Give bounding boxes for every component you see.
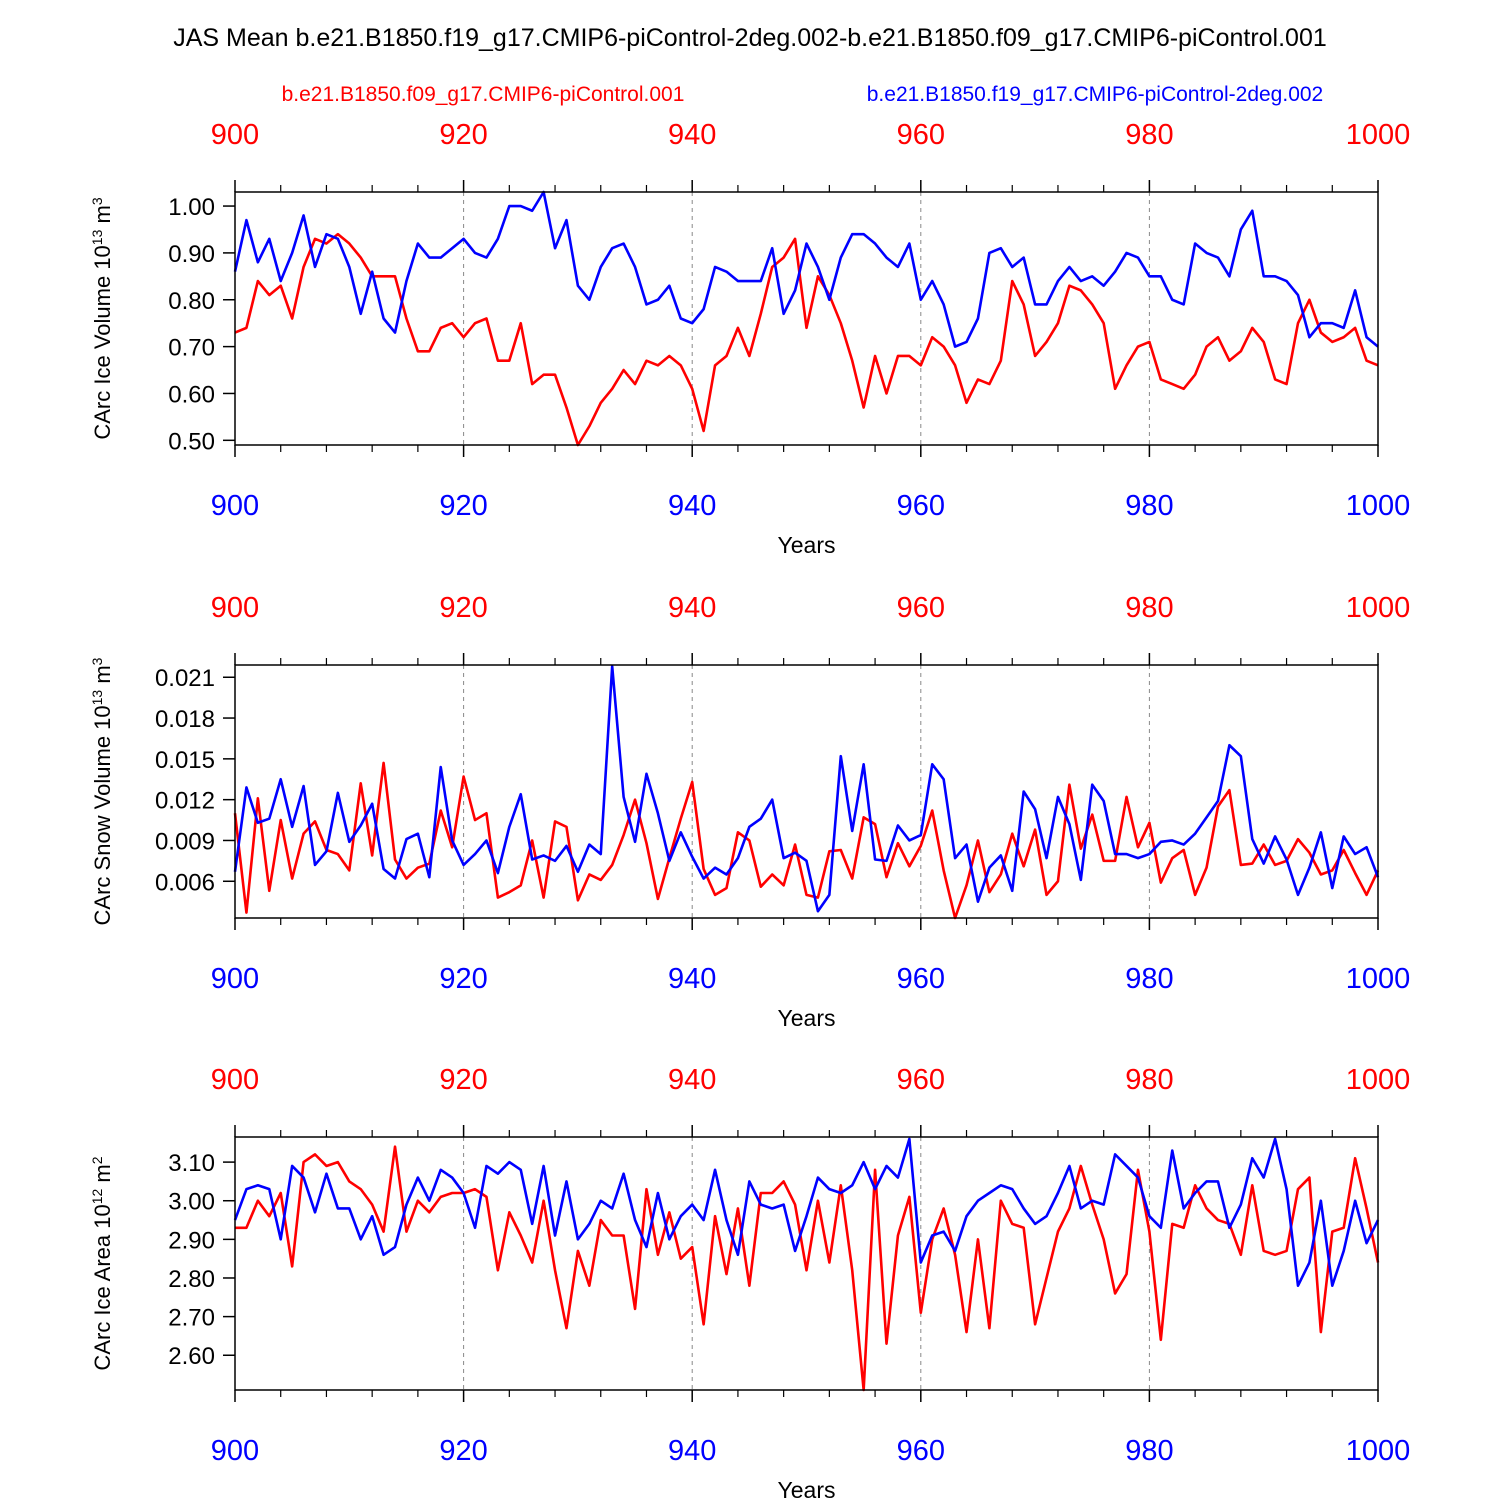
y-tick-label: 2.80	[168, 1266, 215, 1293]
x-tick-label-top: 900	[211, 592, 259, 624]
plot-frame	[234, 664, 1379, 919]
y-axis-title-superscript: 3	[89, 657, 105, 665]
y-axis-title-text: m	[90, 665, 115, 689]
x-tick-label-bottom: 940	[668, 1435, 716, 1467]
x-tick-label-top: 940	[668, 1064, 716, 1096]
x-tick-label-bottom: 920	[439, 963, 487, 995]
y-tick-label: 0.009	[155, 828, 215, 855]
x-tick-label-top: 980	[1125, 119, 1173, 151]
y-axis-title-text: m	[90, 1164, 115, 1188]
y-axis-title-superscript: 3	[89, 197, 105, 205]
x-tick-label-bottom: 920	[439, 1435, 487, 1467]
x-tick-label-bottom: 1000	[1346, 963, 1411, 995]
y-tick-label: 0.006	[155, 869, 215, 896]
x-tick-label-bottom: 960	[897, 1435, 945, 1467]
y-tick-label: 0.60	[168, 381, 215, 408]
x-tick-label-top: 900	[211, 1064, 259, 1096]
y-tick-label: 0.018	[155, 706, 215, 733]
plot-frame	[234, 1136, 1379, 1391]
y-axis-title-superscript: 12	[89, 1188, 105, 1204]
y-axis-title-text: CArc Ice Area 10	[90, 1204, 115, 1370]
panel-2: 900 900 920 920 940 940 960 960 980 980 1000 1000 0.…	[89, 592, 1410, 1031]
y-tick-label: 0.70	[168, 335, 215, 362]
x-axis-title: Years	[778, 1477, 836, 1500]
x-tick-label-bottom: 1000	[1346, 1435, 1411, 1467]
y-axis-title: CArc Ice Area 1012 m2	[89, 1156, 115, 1370]
x-tick-label-top: 960	[897, 592, 945, 624]
y-tick-label: 2.60	[168, 1343, 215, 1370]
series-line-blue	[233, 1137, 1380, 1288]
plot-frame	[234, 191, 1379, 446]
panel-3: 900 900 920 920 940 940 960 960 980 980 1000 1000 2.…	[89, 1064, 1410, 1500]
x-tick-label-top: 1000	[1346, 592, 1411, 624]
legend-blue-label: b.e21.B1850.f19_g17.CMIP6-piControl-2deg…	[867, 83, 1323, 106]
y-tick-label: 0.021	[155, 665, 215, 692]
panel-1: 900 900 920 920 940 940 960 960 980 980 1000 1000 0.…	[89, 119, 1410, 558]
x-tick-label-top: 1000	[1346, 1064, 1411, 1096]
y-tick-label: 2.70	[168, 1305, 215, 1332]
legend-red-label: b.e21.B1850.f09_g17.CMIP6-piControl.001	[282, 83, 685, 106]
y-axis-title-superscript: 13	[89, 229, 105, 245]
x-tick-label-bottom: 980	[1125, 490, 1173, 522]
y-axis-title: CArc Ice Volume 1013 m3	[89, 197, 115, 439]
x-tick-label-top: 960	[897, 1064, 945, 1096]
x-tick-label-top: 940	[668, 119, 716, 151]
series-line-red	[235, 1145, 1380, 1392]
series-line-red	[234, 232, 1379, 447]
x-tick-label-bottom: 900	[211, 490, 259, 522]
x-tick-label-bottom: 900	[211, 963, 259, 995]
y-tick-label: 1.00	[168, 194, 215, 221]
x-tick-label-bottom: 920	[439, 490, 487, 522]
figure-title: JAS Mean b.e21.B1850.f19_g17.CMIP6-piCon…	[173, 24, 1327, 52]
x-axis-title: Years	[778, 1005, 836, 1031]
x-tick-label-bottom: 960	[897, 963, 945, 995]
y-axis-title: CArc Snow Volume 1013 m3	[89, 657, 115, 925]
x-tick-label-bottom: 980	[1125, 1435, 1173, 1467]
x-tick-label-bottom: 900	[211, 1435, 259, 1467]
y-tick-label: 0.90	[168, 241, 215, 268]
x-tick-label-top: 920	[439, 592, 487, 624]
series-line-blue	[233, 665, 1380, 913]
x-tick-label-top: 920	[439, 119, 487, 151]
x-tick-label-top: 980	[1125, 1064, 1173, 1096]
x-tick-label-bottom: 940	[668, 963, 716, 995]
y-tick-label: 3.00	[168, 1189, 215, 1216]
x-tick-label-top: 900	[211, 119, 259, 151]
x-axis-title: Years	[778, 532, 836, 558]
x-tick-label-bottom: 960	[897, 490, 945, 522]
y-tick-label: 0.50	[168, 428, 215, 455]
y-axis-title-text: m	[90, 205, 115, 229]
y-tick-label: 0.80	[168, 288, 215, 315]
y-tick-label: 0.012	[155, 788, 215, 815]
x-tick-label-bottom: 980	[1125, 963, 1173, 995]
y-tick-label: 2.90	[168, 1227, 215, 1254]
y-tick-label: 0.015	[155, 747, 215, 774]
x-tick-label-top: 960	[897, 119, 945, 151]
x-tick-label-top: 940	[668, 592, 716, 624]
x-tick-label-top: 920	[439, 1064, 487, 1096]
x-tick-label-bottom: 1000	[1346, 490, 1411, 522]
series-line-blue	[233, 190, 1379, 348]
x-tick-label-top: 1000	[1346, 119, 1411, 151]
y-axis-title-superscript: 2	[89, 1156, 105, 1164]
y-axis-title-text: CArc Snow Volume 10	[90, 705, 115, 925]
y-axis-title-superscript: 13	[89, 690, 105, 706]
y-tick-label: 3.10	[168, 1150, 215, 1177]
x-tick-label-bottom: 940	[668, 490, 716, 522]
x-tick-label-top: 980	[1125, 592, 1173, 624]
y-axis-title-text: CArc Ice Volume 10	[90, 245, 115, 439]
